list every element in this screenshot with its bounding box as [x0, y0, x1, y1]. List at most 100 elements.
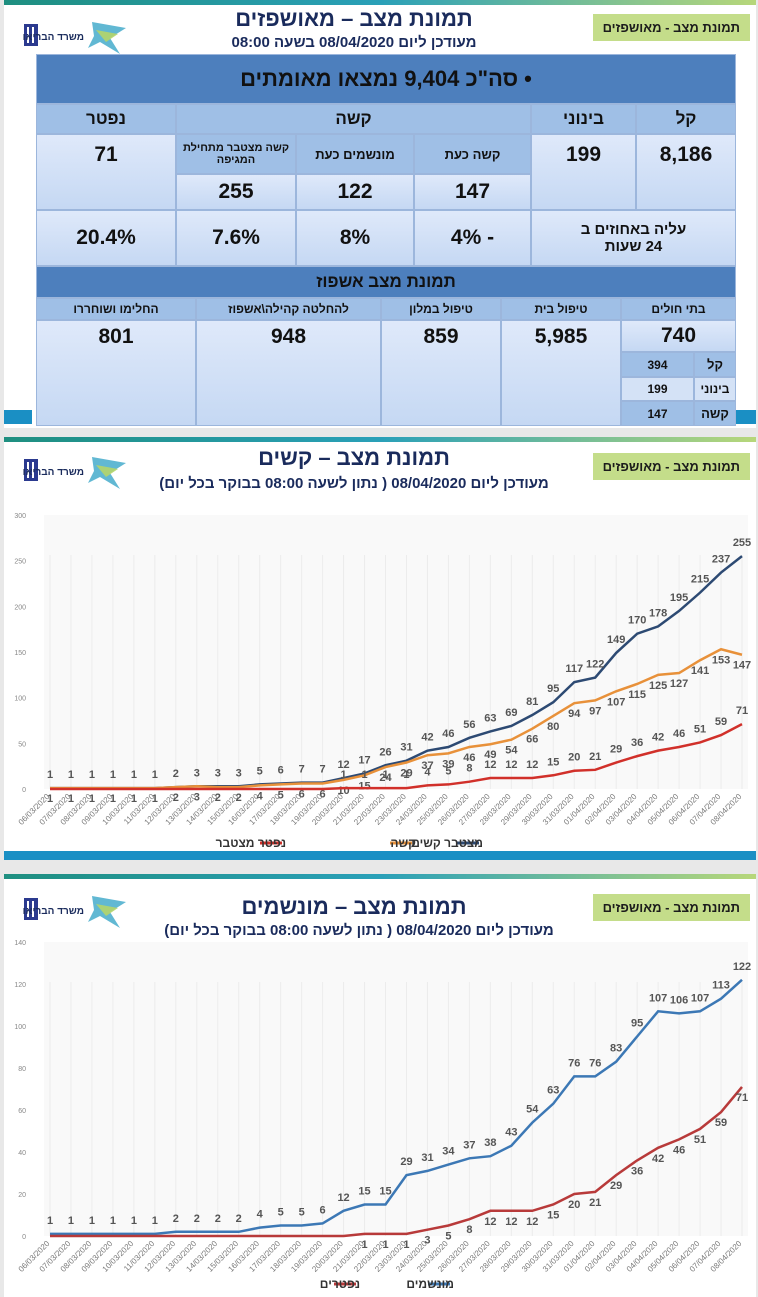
- data-label: 147: [733, 660, 751, 672]
- plot-area: [44, 942, 748, 1236]
- data-label: 1: [361, 769, 367, 781]
- header-severe-now: קשה כעת: [414, 134, 531, 174]
- header-home-care: טיפול בית: [501, 298, 621, 320]
- data-label: 95: [547, 683, 559, 695]
- ministry-of-health-logo: משרד הבריאות: [15, 18, 132, 58]
- value-hospitals: 740: [621, 320, 736, 352]
- data-label: 5: [299, 1207, 305, 1219]
- chart-title: תמונת מצב – מונשמים: [241, 894, 467, 919]
- bottom-accent-bar-right: [736, 410, 756, 424]
- data-label: 107: [649, 992, 667, 1004]
- header-hospitals: בתי חולים: [621, 298, 736, 320]
- data-label: 2: [173, 768, 179, 780]
- data-label: 66: [526, 734, 538, 746]
- data-label: 36: [631, 737, 643, 749]
- ministry-of-health-logo: משרד הבריאות: [15, 453, 132, 493]
- data-label: 8: [466, 1224, 472, 1236]
- data-label: 15: [547, 756, 559, 768]
- data-label: 76: [568, 1057, 580, 1069]
- legend-label: נפטרים: [320, 1277, 360, 1290]
- y-tick-label: 300: [14, 513, 26, 520]
- breakdown-light-value: 394: [621, 352, 694, 377]
- header-medium: בינוני: [531, 104, 636, 134]
- hospitalization-header: תמונת מצב אשפוז: [36, 266, 736, 298]
- y-tick-label: 50: [18, 741, 26, 748]
- data-label: 1: [131, 1215, 137, 1227]
- data-label: 6: [299, 789, 305, 801]
- y-tick-label: 0: [22, 787, 26, 794]
- data-label: 3: [194, 767, 200, 779]
- data-label: 37: [421, 760, 433, 772]
- data-label: 5: [278, 1207, 284, 1219]
- section-tag: תמונת מצב - מאושפזים: [592, 453, 750, 480]
- increase-ventilated: 8%: [296, 210, 414, 266]
- increase-severe-now: - 4%: [414, 210, 531, 266]
- data-label: 26: [379, 746, 391, 758]
- data-label: 3: [236, 767, 242, 779]
- data-label: 59: [715, 1117, 727, 1129]
- data-label: 29: [610, 744, 622, 756]
- data-label: 1: [152, 793, 158, 805]
- slide-hospitalized-status: משרד הבריאות תמונת מצב – מאושפזים מעודכן…: [4, 0, 756, 428]
- data-label: 170: [628, 615, 646, 627]
- data-label: 31: [400, 742, 412, 754]
- data-label: 1: [131, 769, 137, 781]
- header-recovered: החלימו ושוחררו: [36, 298, 196, 320]
- data-label: 2: [215, 792, 221, 804]
- y-tick-label: 140: [14, 940, 26, 947]
- data-label: 113: [712, 980, 730, 992]
- data-label: 122: [733, 961, 751, 973]
- value-light: 8,186: [636, 134, 736, 210]
- data-label: 7: [299, 764, 305, 776]
- svg-text:משרד הבריאות: משרד הבריאות: [22, 32, 84, 43]
- data-label: 51: [694, 723, 706, 735]
- data-label: 43: [505, 1127, 517, 1139]
- data-label: 1: [382, 1239, 388, 1251]
- data-label: 1: [89, 1215, 95, 1227]
- data-label: 1: [131, 793, 137, 805]
- data-label: 5: [445, 1231, 451, 1243]
- data-label: 125: [649, 680, 667, 692]
- data-label: 1: [68, 1215, 74, 1227]
- data-label: 117: [565, 663, 583, 675]
- data-label: 71: [736, 705, 748, 717]
- top-accent-bar: [4, 0, 756, 5]
- top-accent-bar: [4, 437, 756, 442]
- data-label: 4: [257, 1209, 264, 1221]
- header-pending: להחלטה קהילה\אשפוז: [196, 298, 381, 320]
- legend-label: נפטר מצטבר: [216, 836, 286, 850]
- data-label: 20: [568, 752, 580, 764]
- data-label: 12: [526, 1216, 538, 1228]
- data-label: 54: [505, 745, 518, 757]
- data-label: 3: [215, 767, 221, 779]
- increase-label: עליה באחוזים ב 24 שעות: [531, 210, 736, 266]
- plot-area: [44, 515, 748, 789]
- data-label: 7: [320, 764, 326, 776]
- chart-subtitle: מעודכן ליום 08/04/2020 ( נתון לשעה 08:00…: [164, 922, 554, 939]
- data-label: 15: [358, 1186, 370, 1198]
- data-label: 15: [379, 1186, 391, 1198]
- data-label: 1: [89, 793, 95, 805]
- data-label: 94: [568, 708, 581, 720]
- data-label: 29: [400, 1156, 412, 1168]
- data-label: 97: [589, 705, 601, 717]
- data-label: 2: [173, 1213, 179, 1225]
- value-severe-now: 147: [414, 174, 531, 210]
- data-label: 6: [320, 1204, 326, 1216]
- data-label: 1: [152, 769, 158, 781]
- data-label: 12: [505, 1216, 517, 1228]
- data-label: 95: [631, 1018, 643, 1030]
- header-hotel-care: טיפול במלון: [381, 298, 501, 320]
- data-label: 5: [278, 789, 284, 801]
- data-label: 4: [424, 766, 431, 778]
- slide-ventilated-chart: משרד הבריאות תמונת מצב – מונשמים מעודכן …: [4, 874, 756, 1297]
- data-label: 29: [400, 768, 412, 780]
- y-tick-label: 200: [14, 604, 26, 611]
- data-label: 42: [421, 732, 433, 744]
- data-label: 21: [589, 751, 601, 763]
- increase-cumulative: 7.6%: [176, 210, 296, 266]
- data-label: 106: [670, 994, 688, 1006]
- data-label: 2: [236, 792, 242, 804]
- chart-subtitle: מעודכן ליום 08/04/2020 ( נתון לשעה 08:00…: [159, 475, 549, 492]
